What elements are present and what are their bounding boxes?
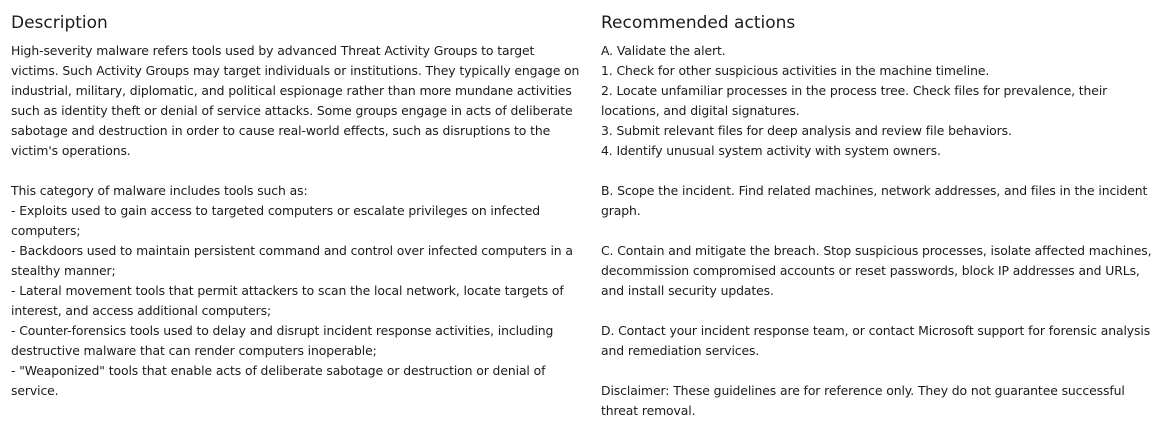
description-body: High-severity malware refers tools used … xyxy=(11,41,583,401)
list-item: 4. Identify unusual system activity with… xyxy=(601,143,941,158)
list-item: - Lateral movement tools that permit att… xyxy=(11,283,564,318)
list-item: - Counter-forensics tools used to delay … xyxy=(11,323,554,358)
recommended-actions-section: Recommended actions A. Validate the aler… xyxy=(601,0,1163,441)
list-item: 3. Submit relevant files for deep analys… xyxy=(601,123,1012,138)
validate-alert-section: A. Validate the alert. 1. Check for othe… xyxy=(601,41,1163,161)
contain-breach-text: C. Contain and mitigate the breach. Stop… xyxy=(601,243,1152,298)
list-item: - Backdoors used to maintain persistent … xyxy=(11,243,573,278)
malware-category-list: This category of malware includes tools … xyxy=(11,181,583,401)
description-heading: Description xyxy=(11,13,108,33)
list-item: 2. Locate unfamiliar processes in the pr… xyxy=(601,83,1108,118)
recommended-actions-heading: Recommended actions xyxy=(601,13,796,33)
section-a-title: A. Validate the alert. xyxy=(601,43,726,58)
category-intro: This category of malware includes tools … xyxy=(11,183,308,198)
list-item: - "Weaponized" tools that enable acts of… xyxy=(11,363,546,398)
contact-support-text: D. Contact your incident response team, … xyxy=(601,323,1151,358)
list-item: - Exploits used to gain access to target… xyxy=(11,203,541,238)
description-section: Description High-severity malware refers… xyxy=(11,0,583,421)
disclaimer-text: Disclaimer: These guidelines are for ref… xyxy=(601,383,1125,418)
recommended-actions-body: A. Validate the alert. 1. Check for othe… xyxy=(601,41,1163,421)
description-intro: High-severity malware refers tools used … xyxy=(11,43,580,158)
scope-incident-text: B. Scope the incident. Find related mach… xyxy=(601,183,1148,218)
list-item: 1. Check for other suspicious activities… xyxy=(601,63,990,78)
